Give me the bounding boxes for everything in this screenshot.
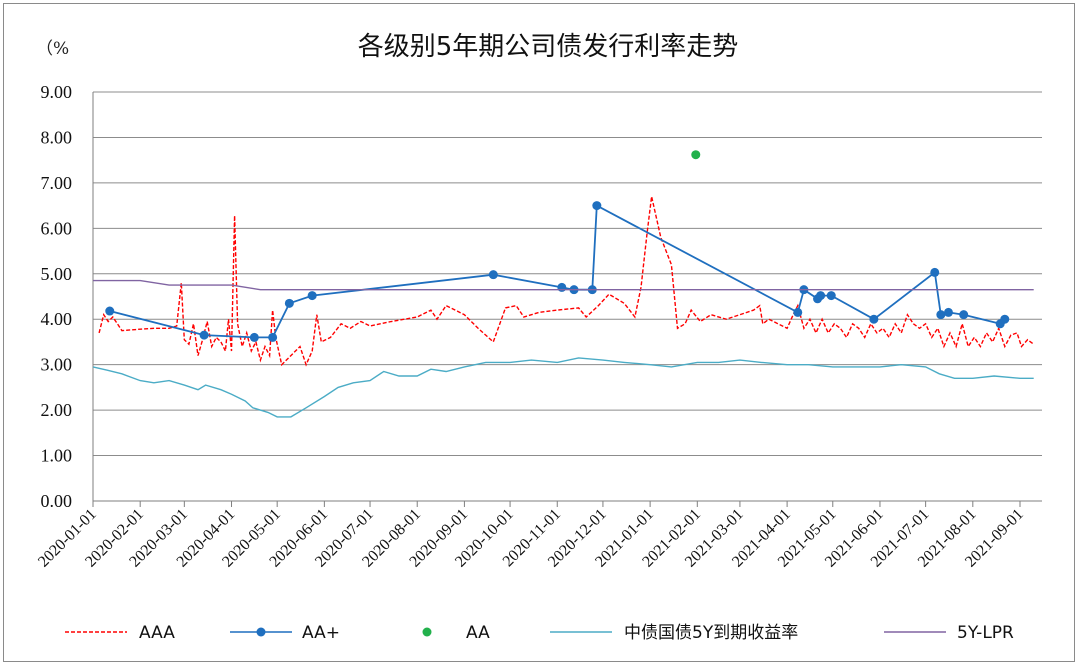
chart-frame [3,3,1075,662]
grid-lines [93,91,1042,457]
y-tick-label: 1.00 [41,446,73,466]
legend-item: AA [422,623,490,643]
series-aaa [98,196,1035,367]
y-tick-label: 0.00 [41,491,73,511]
data-point-aa+ [592,201,602,211]
legend-label: AA+ [302,623,340,643]
series-aa [691,150,701,160]
y-tick-label: 7.00 [41,173,73,193]
y-tick-label: 5.00 [41,264,73,284]
legend-label: AAA [139,623,175,643]
legend: AAA AA+ AA 中债国债5Y到期收益率 5Y-LPR [65,623,1014,643]
series-line-5y [92,357,1034,418]
data-point-aa+ [959,310,969,320]
legend-label: 5Y-LPR [957,623,1014,643]
data-point-aa+ [268,332,278,342]
data-point-aa+ [1000,314,1010,324]
legend-marker [422,627,432,637]
legend-label: 中债国债5Y到期收益率 [624,623,798,643]
series-line-5ylpr [93,279,1034,291]
series-line-aaa [98,196,1035,367]
series-aa+ [105,201,1010,342]
data-point-aa+ [943,307,953,317]
y-tick-label: 6.00 [41,218,73,238]
y-axis-unit-label: （% [36,39,69,59]
data-point-aa [691,150,701,160]
data-point-aa+ [869,314,879,324]
series-5ylpr [93,279,1034,291]
y-tick-label: 4.00 [41,309,73,329]
data-point-aa+ [488,270,498,280]
legend-marker [256,627,266,637]
data-point-aa+ [936,310,946,320]
data-point-aa+ [793,307,803,317]
legend-item: AAA [65,623,175,643]
x-tick-labels: 2020-01-012020-02-012020-03-012020-04-01… [35,501,1027,571]
y-tick-label: 9.00 [41,82,73,102]
legend-label: AA [466,623,490,643]
y-tick-labels: 0.00 1.00 2.00 3.00 4.00 5.00 6.00 7.00 8.00 9.00 [41,82,73,511]
y-tick-label: 3.00 [41,355,73,375]
axes [92,92,1042,502]
data-point-aa+ [199,330,209,340]
chart-title: 各级别5年期公司债发行利率走势 [358,32,739,62]
data-point-aa+ [105,306,115,316]
data-point-aa+ [930,267,940,277]
y-tick-label: 8.00 [41,127,73,147]
data-point-aa+ [826,291,836,301]
data-point-aa+ [249,332,259,342]
series-5y [92,357,1034,418]
data-point-aa+ [557,282,567,292]
data-point-aa+ [816,291,826,301]
y-tick-label: 2.00 [41,400,73,420]
legend-item: 5Y-LPR [884,623,1014,643]
legend-item: AA+ [230,623,340,643]
series-layer [92,150,1035,418]
data-point-aa+ [307,291,317,301]
data-point-aa+ [284,298,294,308]
legend-item: 中债国债5Y到期收益率 [550,623,798,643]
